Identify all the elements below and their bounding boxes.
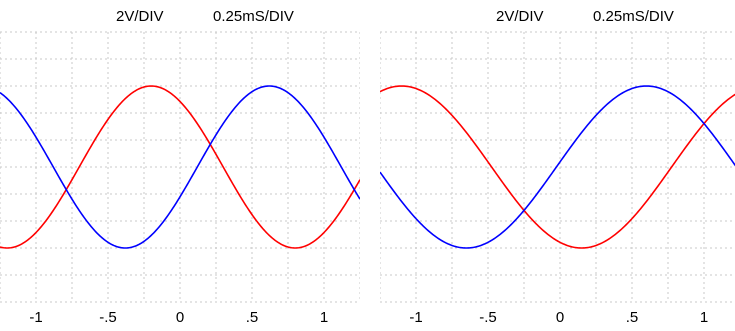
time-per-div-label: 0.25mS/DIV [593,8,674,25]
scope-plot-area [0,31,360,303]
volts-per-div-label: 2V/DIV [116,8,164,25]
x-tick-label: 1 [319,309,329,326]
scope-plot-area [380,31,735,303]
x-tick-label: -1 [409,309,423,326]
waveform-red [0,85,360,249]
scope-display-right: 2V/DIV 0.25mS/DIV -1 -.5 0 .5 1 [380,0,735,331]
x-tick-label: .5 [245,309,259,326]
x-tick-label: 0 [555,309,565,326]
waveform-blue [380,85,735,249]
x-tick-label: .5 [625,309,639,326]
x-tick-label: 1 [699,309,709,326]
waveform-blue [0,85,360,249]
x-tick-label: -.5 [99,309,117,326]
x-tick-label: -1 [29,309,43,326]
volts-per-div-label: 2V/DIV [496,8,544,25]
waveform-red [380,85,735,249]
scope-display-left: 2V/DIV 0.25mS/DIV -1 -.5 0 .5 1 [0,0,360,331]
time-per-div-label: 0.25mS/DIV [213,8,294,25]
x-tick-label: 0 [175,309,185,326]
x-tick-label: -.5 [479,309,497,326]
